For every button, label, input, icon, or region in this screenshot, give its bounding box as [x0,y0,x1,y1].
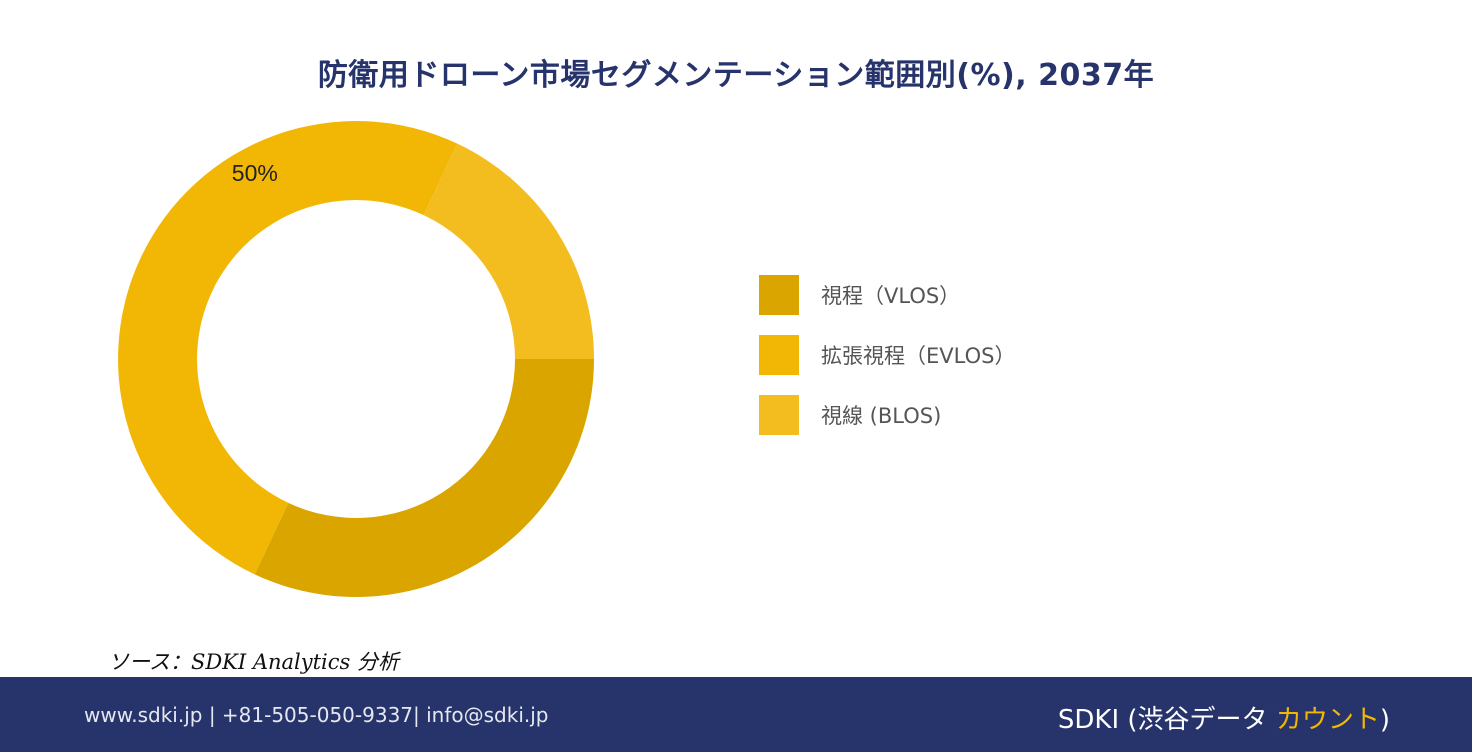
slice-evlos[interactable] [118,121,458,575]
chart-title: 防衛用ドローン市場セグメンテーション範囲別(%), 2037年 [317,58,1155,93]
donut-chart: 50% [118,121,594,597]
source-note: ソース：SDKI Analytics 分析 [108,650,399,674]
legend-label-vlos: 視程（VLOS） [821,284,961,308]
footer-bar: www.sdki.jp | +81-505-050-9337| info@sdk… [0,677,1472,752]
legend-item-vlos[interactable]: 視程（VLOS） [759,275,1015,315]
legend-label-blos: 視線 (BLOS) [821,404,942,428]
legend-swatch-blos [759,395,799,435]
legend-item-evlos[interactable]: 拡張視程（EVLOS） [759,335,1015,375]
legend-swatch-evlos [759,335,799,375]
legend: 視程（VLOS） 拡張視程（EVLOS） 視線 (BLOS) [759,275,1015,455]
data-label-evlos: 50% [232,160,278,186]
brand-accent: カウント [1275,705,1380,735]
brand-close: ) [1379,705,1390,735]
legend-label-evlos: 拡張視程（EVLOS） [821,344,1016,368]
footer-contact: www.sdki.jp | +81-505-050-9337| info@sdk… [84,703,549,727]
slice-vlos[interactable] [254,359,594,597]
slice-blos[interactable] [423,143,594,359]
legend-swatch-vlos [759,275,799,315]
footer-brand: SDKI (渋谷データ カウント) [1058,699,1390,736]
legend-item-blos[interactable]: 視線 (BLOS) [759,395,1015,435]
brand-main: SDKI (渋谷データ [1057,705,1276,735]
